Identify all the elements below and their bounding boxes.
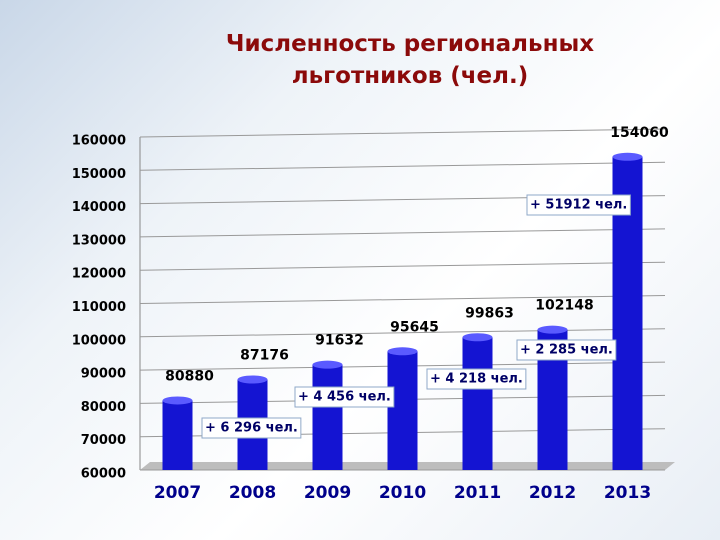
y-tick-label: 90000 (81, 367, 126, 382)
y-tick-label: 100000 (72, 333, 126, 348)
x-tick-label: 2013 (604, 483, 651, 503)
annotation-box (516, 339, 617, 361)
bar-cap (312, 360, 343, 369)
value-label: 91632 (315, 333, 364, 349)
value-label: 102148 (535, 298, 593, 314)
annotation-box (201, 417, 302, 439)
x-tick-label: 2010 (379, 483, 426, 503)
bar-cap (387, 347, 418, 356)
bar (387, 351, 418, 470)
y-tick-label: 120000 (72, 267, 126, 282)
x-tick-label: 2011 (454, 483, 501, 503)
y-tick-label: 150000 (72, 167, 126, 182)
y-tick-label: 80000 (81, 400, 126, 415)
annotation-box (426, 368, 527, 390)
annotation-box (294, 386, 395, 408)
x-tick-label: 2012 (529, 483, 576, 503)
bar (162, 400, 193, 470)
value-label: 80880 (165, 368, 214, 384)
value-label: 154060 (610, 125, 669, 141)
grid-line (139, 328, 666, 338)
y-tick-label: 70000 (81, 433, 126, 448)
x-tick-label: 2008 (229, 483, 276, 503)
bar-cap (537, 325, 568, 334)
y-tick-label: 140000 (72, 200, 126, 215)
value-label: 95645 (390, 319, 439, 335)
annotation: + 6 296 чел. (205, 421, 298, 436)
bar (462, 337, 493, 470)
annotation-box (526, 194, 631, 216)
bar-cap (612, 152, 643, 161)
value-label: 99863 (465, 305, 514, 321)
bar-cap (462, 333, 493, 342)
y-tick-label: 130000 (72, 233, 126, 248)
x-tick-label: 2007 (154, 483, 201, 503)
annotation: + 2 285 чел. (520, 343, 613, 358)
bar-cap (237, 375, 268, 384)
grid-line (139, 161, 666, 171)
annotation: + 51912 чел. (530, 198, 627, 213)
y-tick-label: 110000 (72, 300, 126, 315)
x-tick-label: 2009 (304, 483, 351, 503)
y-tick-label: 160000 (72, 134, 126, 149)
chart-title: Численность региональных льготников (чел… (225, 31, 595, 89)
annotation: + 4 456 чел. (298, 390, 391, 405)
annotation: + 4 218 чел. (430, 372, 523, 387)
grid-line (139, 128, 666, 138)
grid-line (139, 228, 666, 238)
bar (312, 364, 343, 470)
grid-line (139, 295, 666, 304)
value-label: 87176 (240, 348, 289, 364)
y-tick-label: 60000 (81, 467, 126, 482)
bar-cap (162, 396, 193, 405)
grid-line (139, 261, 666, 271)
